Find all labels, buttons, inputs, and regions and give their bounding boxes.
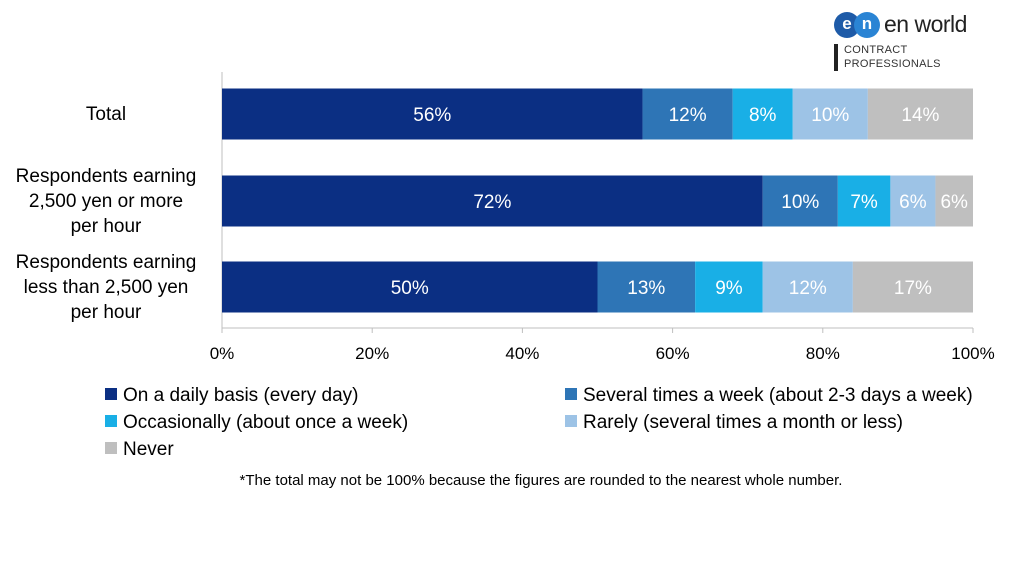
x-tick-label: 20% — [355, 344, 389, 363]
bar-segment — [867, 88, 973, 140]
data-label: 13% — [627, 278, 665, 299]
legend-label: Several times a week (about 2-3 days a w… — [583, 385, 973, 406]
legend-swatch — [105, 442, 117, 454]
logo-wordmark: en world — [884, 11, 967, 37]
data-label: 14% — [901, 105, 939, 126]
category-label: per hour — [71, 216, 142, 237]
x-tick-label: 0% — [210, 344, 235, 363]
bar-segment — [732, 88, 793, 140]
logo-badge-n: n — [854, 12, 880, 38]
stacked-bar-chart: 0% 20% 40% 60% 80% 100% Total Respondents earni… — [16, 72, 995, 363]
logo-subtitle: CONTRACT PROFESSIONALS — [844, 43, 941, 71]
data-label: 7% — [850, 192, 878, 213]
data-label: 17% — [894, 278, 932, 299]
legend-label: Occasionally (about once a week) — [123, 412, 409, 433]
legend-item: On a daily basis (every day) — [105, 384, 359, 408]
x-tick-label: 40% — [505, 344, 539, 363]
legend-item: Never — [105, 438, 174, 462]
category-label: less than 2,500 yen — [24, 277, 189, 298]
legend-label: Never — [123, 439, 174, 460]
data-label: 8% — [749, 105, 777, 126]
bar-segment — [222, 261, 598, 313]
data-label: 10% — [811, 105, 849, 126]
bar-segment — [935, 175, 973, 227]
legend-swatch — [105, 415, 117, 427]
category-label: Respondents earning — [16, 252, 197, 273]
x-tick-label: 100% — [951, 344, 994, 363]
data-label: 50% — [391, 278, 429, 299]
data-label: 9% — [715, 278, 743, 299]
bar-segment — [852, 261, 973, 313]
chart-footnote: *The total may not be 100% because the f… — [239, 472, 843, 489]
bar-segment — [695, 261, 763, 313]
data-label: 72% — [473, 192, 511, 213]
bar-segment — [597, 261, 696, 313]
data-label: 12% — [789, 278, 827, 299]
legend-label: Rarely (several times a month or less) — [583, 412, 903, 433]
bar-segment — [762, 175, 838, 227]
data-label: 12% — [669, 105, 707, 126]
company-logo: e n en world CONTRACT PROFESSIONALS — [832, 10, 972, 72]
data-label: 6% — [940, 192, 968, 213]
bar-segment — [222, 175, 763, 227]
legend-swatch — [565, 415, 577, 427]
bar-segment — [792, 88, 868, 140]
category-label: Respondents earning — [16, 166, 197, 187]
bar-segment — [222, 88, 643, 140]
category-label: 2,500 yen or more — [29, 191, 183, 212]
legend-label: On a daily basis (every day) — [123, 385, 359, 406]
data-label: 6% — [899, 192, 927, 213]
legend-item: Rarely (several times a month or less) — [565, 411, 903, 435]
data-label: 10% — [781, 192, 819, 213]
legend-item: Occasionally (about once a week) — [105, 411, 408, 435]
data-label: 56% — [413, 105, 451, 126]
logo-subtitle-line-1: CONTRACT — [844, 44, 908, 56]
category-label: Total — [86, 104, 126, 125]
category-label: per hour — [71, 302, 142, 323]
bar-segment — [837, 175, 891, 227]
logo-subtitle-line-2: PROFESSIONALS — [844, 58, 941, 70]
legend-item: Several times a week (about 2-3 days a w… — [565, 384, 973, 408]
logo-divider — [834, 44, 838, 71]
bar-segment — [642, 88, 733, 140]
bar-segment — [890, 175, 936, 227]
legend-swatch — [105, 388, 117, 400]
x-tick-label: 60% — [656, 344, 690, 363]
bar-segment — [762, 261, 853, 313]
legend-swatch — [565, 388, 577, 400]
x-tick-label: 80% — [806, 344, 840, 363]
